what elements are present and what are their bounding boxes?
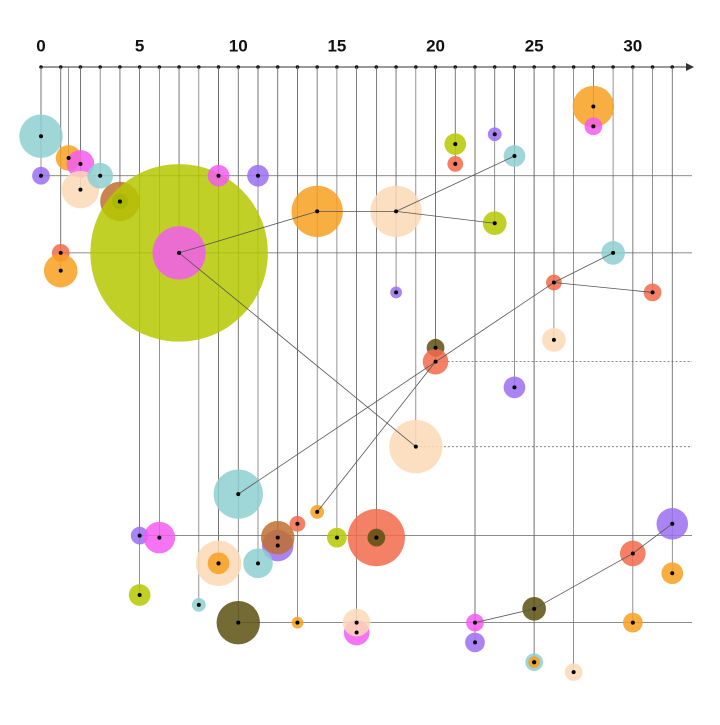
center-dot <box>58 268 63 273</box>
center-dot <box>492 221 497 226</box>
center-dot <box>650 290 655 295</box>
center-dot <box>78 161 83 166</box>
center-dot <box>58 250 63 255</box>
x-tick-label: 25 <box>525 36 544 55</box>
center-dot <box>39 134 43 139</box>
link <box>396 210 495 224</box>
center-dot <box>433 359 438 364</box>
center-dot <box>256 561 260 566</box>
link <box>395 155 515 212</box>
center-dot <box>39 173 43 178</box>
center-dot <box>453 161 458 166</box>
center-dot <box>177 250 182 255</box>
x-tick-label: 20 <box>426 36 445 55</box>
center-dot <box>473 640 477 645</box>
center-dot <box>275 543 280 548</box>
link <box>474 608 535 624</box>
link <box>632 523 673 554</box>
x-tick-label: 30 <box>623 36 642 55</box>
center-dot <box>216 561 221 566</box>
center-dot <box>512 385 517 390</box>
link <box>238 282 555 495</box>
center-dot <box>532 606 537 611</box>
center-dot <box>256 173 260 178</box>
center-dot <box>78 187 83 192</box>
center-dot <box>591 104 596 109</box>
center-dot <box>334 535 339 540</box>
link <box>553 282 653 293</box>
center-dot <box>512 153 517 158</box>
x-tick-label: 15 <box>327 36 346 55</box>
center-dot <box>630 620 635 625</box>
center-dot <box>611 250 616 255</box>
center-dot <box>137 533 142 538</box>
center-dot <box>295 620 300 625</box>
center-dot <box>117 199 122 204</box>
center-dot <box>551 280 556 285</box>
center-dot <box>66 155 71 160</box>
x-tick-label: 0 <box>36 36 45 55</box>
center-dot <box>473 620 477 625</box>
x-tick-label: 10 <box>229 36 248 55</box>
center-dot <box>315 209 320 214</box>
center-dot <box>354 620 359 625</box>
center-dot <box>591 124 596 129</box>
center-dot <box>413 444 418 449</box>
link <box>553 252 614 283</box>
center-dot <box>216 173 221 178</box>
center-dot <box>453 142 458 147</box>
center-dot <box>157 535 162 540</box>
center-dot <box>630 551 635 556</box>
center-dot <box>670 571 675 576</box>
center-dot <box>315 509 320 514</box>
center-dot <box>236 492 241 497</box>
center-dot <box>492 132 497 137</box>
center-dot <box>551 337 556 342</box>
center-dot <box>394 209 399 214</box>
x-tick-label: 5 <box>135 36 144 55</box>
axis-arrow <box>686 63 694 71</box>
center-dot <box>433 345 438 350</box>
center-dot <box>236 620 241 625</box>
center-dot <box>98 173 103 178</box>
center-dot <box>137 592 142 597</box>
link <box>178 210 318 254</box>
center-dot <box>532 660 537 665</box>
link <box>316 361 436 513</box>
center-dot <box>275 535 280 540</box>
center-dot <box>196 602 201 607</box>
link <box>533 553 634 610</box>
center-dot <box>354 630 359 635</box>
center-dot <box>394 290 399 295</box>
center-dot <box>571 670 576 675</box>
center-dot <box>295 521 300 526</box>
center-dot <box>374 535 379 540</box>
center-dot <box>670 521 675 526</box>
link <box>178 252 417 447</box>
